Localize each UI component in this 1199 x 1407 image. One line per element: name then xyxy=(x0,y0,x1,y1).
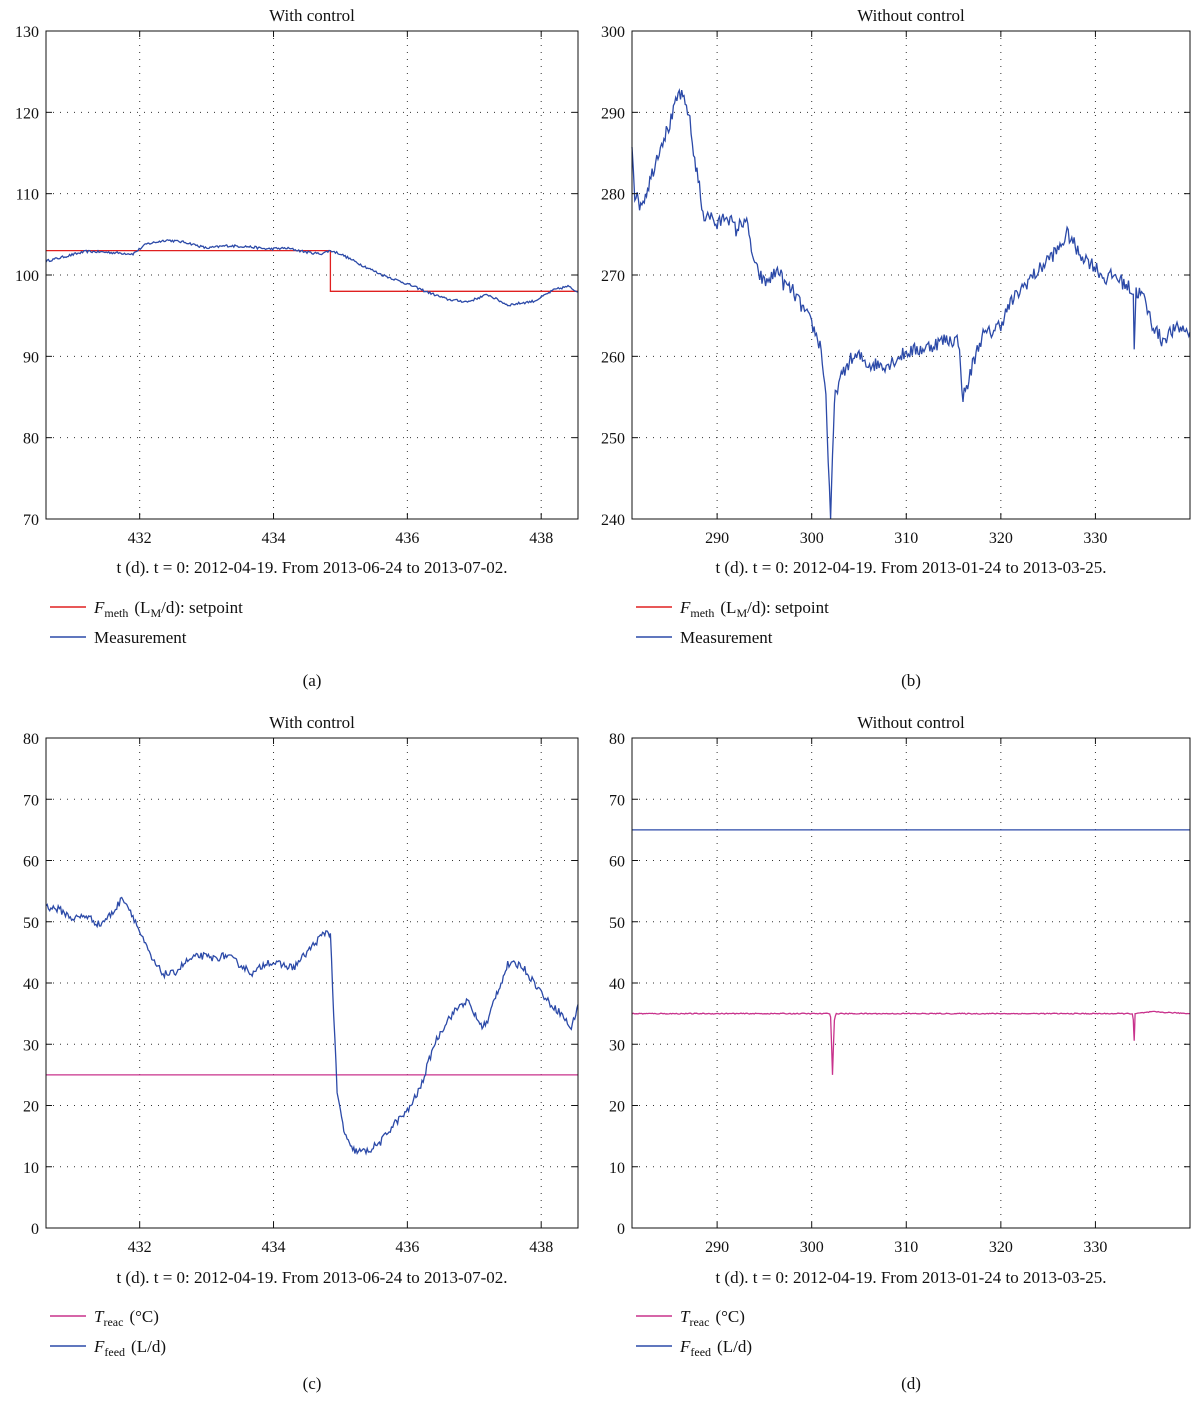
x-tick-label: 330 xyxy=(1083,530,1107,547)
y-tick-label: 0 xyxy=(617,1221,625,1238)
chart-panel-4: Without control 290 300 310 320 330 0 10 20 30 40 5… xyxy=(609,713,1191,1393)
plot-frame xyxy=(631,30,1191,520)
legend-label: Treac (°C) xyxy=(94,1307,159,1329)
y-tick-label: 270 xyxy=(601,268,625,285)
series-line-2 xyxy=(631,88,1191,520)
y-tick-label: 110 xyxy=(16,187,39,204)
series-line-2 xyxy=(45,239,579,307)
panel-label: (d) xyxy=(901,1374,921,1393)
x-tick-label: 320 xyxy=(989,1239,1013,1256)
x-axis-caption: t (d). t = 0: 2012-04-19. From 2013-06-2… xyxy=(116,1268,507,1287)
chart-title: With control xyxy=(269,713,355,732)
y-tick-label: 50 xyxy=(609,915,625,932)
y-tick-label: 90 xyxy=(23,349,39,366)
y-tick-label: 40 xyxy=(609,976,625,993)
y-tick-label: 70 xyxy=(23,512,39,529)
x-tick-label: 434 xyxy=(262,1239,286,1256)
x-tick-label: 432 xyxy=(128,1239,152,1256)
chart-panel-1: With control 432 434 436 438 70 80 90 100 110 120 1… xyxy=(15,6,579,690)
legend-label: Ffeed (L/d) xyxy=(679,1337,752,1359)
y-tick-label: 70 xyxy=(23,792,39,809)
y-tick-label: 50 xyxy=(23,915,39,932)
x-tick-label: 434 xyxy=(262,530,286,547)
legend-entry-1: Fmeth (LM/d): setpoint xyxy=(50,598,243,620)
series-line-1 xyxy=(46,249,578,292)
x-axis-caption: t (d). t = 0: 2012-04-19. From 2013-01-2… xyxy=(715,558,1106,577)
y-tick-label: 10 xyxy=(609,1160,625,1177)
x-tick-label: 432 xyxy=(128,530,152,547)
y-tick-label: 60 xyxy=(609,854,625,871)
x-tick-label: 438 xyxy=(529,1239,553,1256)
legend-label: Fmeth (LM/d): setpoint xyxy=(93,598,243,620)
series-line-2 xyxy=(45,896,579,1156)
legend-entry-2: Measurement xyxy=(636,628,773,647)
y-tick-label: 20 xyxy=(609,1099,625,1116)
y-tick-label: 80 xyxy=(609,731,625,748)
legend-entry-1: Treac (°C) xyxy=(636,1307,745,1329)
y-tick-label: 0 xyxy=(31,1221,39,1238)
x-tick-label: 300 xyxy=(800,530,824,547)
x-tick-label: 436 xyxy=(395,1239,419,1256)
chart-panel-3: With control 432 434 436 438 0 10 20 30 40 50 60 70 8… xyxy=(23,713,579,1393)
x-axis-caption: t (d). t = 0: 2012-04-19. From 2013-01-2… xyxy=(715,1268,1106,1287)
plot-frame xyxy=(631,737,1191,1229)
y-tick-label: 100 xyxy=(15,268,39,285)
y-tick-label: 290 xyxy=(601,105,625,122)
y-tick-label: 70 xyxy=(609,792,625,809)
legend-entry-1: Treac (°C) xyxy=(50,1307,159,1329)
legend-label: Treac (°C) xyxy=(680,1307,745,1329)
y-tick-label: 10 xyxy=(23,1160,39,1177)
chart-panel-2: Without control 290 300 310 320 330 240 250 260 2… xyxy=(601,6,1191,690)
chart-title: With control xyxy=(269,6,355,25)
x-tick-label: 310 xyxy=(894,530,918,547)
x-tick-label: 438 xyxy=(529,530,553,547)
legend-label: Fmeth (LM/d): setpoint xyxy=(679,598,829,620)
y-tick-label: 30 xyxy=(23,1037,39,1054)
y-tick-label: 300 xyxy=(601,24,625,41)
y-tick-label: 240 xyxy=(601,512,625,529)
x-axis-caption: t (d). t = 0: 2012-04-19. From 2013-06-2… xyxy=(116,558,507,577)
x-tick-label: 300 xyxy=(800,1239,824,1256)
y-tick-label: 60 xyxy=(23,854,39,871)
legend-label: Ffeed (L/d) xyxy=(93,1337,166,1359)
legend-entry-2: Ffeed (L/d) xyxy=(636,1337,752,1359)
panel-label: (a) xyxy=(303,671,322,690)
y-tick-label: 80 xyxy=(23,731,39,748)
y-tick-label: 260 xyxy=(601,349,625,366)
x-tick-label: 290 xyxy=(705,530,729,547)
y-tick-label: 280 xyxy=(601,187,625,204)
series-line-1 xyxy=(631,1010,1190,1075)
y-tick-label: 20 xyxy=(23,1099,39,1116)
x-tick-label: 436 xyxy=(395,530,419,547)
x-tick-label: 290 xyxy=(705,1239,729,1256)
legend-entry-2: Ffeed (L/d) xyxy=(50,1337,166,1359)
x-tick-label: 330 xyxy=(1083,1239,1107,1256)
legend-label: Measurement xyxy=(680,628,773,647)
legend-entry-2: Measurement xyxy=(50,628,187,647)
y-tick-label: 130 xyxy=(15,24,39,41)
chart-title: Without control xyxy=(857,6,965,25)
panel-label: (b) xyxy=(901,671,921,690)
legend-entry-1: Fmeth (LM/d): setpoint xyxy=(636,598,829,620)
y-tick-label: 40 xyxy=(23,976,39,993)
chart-title: Without control xyxy=(857,713,965,732)
panel-label: (c) xyxy=(303,1374,322,1393)
y-tick-label: 30 xyxy=(609,1037,625,1054)
x-tick-label: 320 xyxy=(989,530,1013,547)
y-tick-label: 120 xyxy=(15,105,39,122)
y-tick-label: 80 xyxy=(23,431,39,448)
x-tick-label: 310 xyxy=(894,1239,918,1256)
y-tick-label: 250 xyxy=(601,431,625,448)
legend-label: Measurement xyxy=(94,628,187,647)
